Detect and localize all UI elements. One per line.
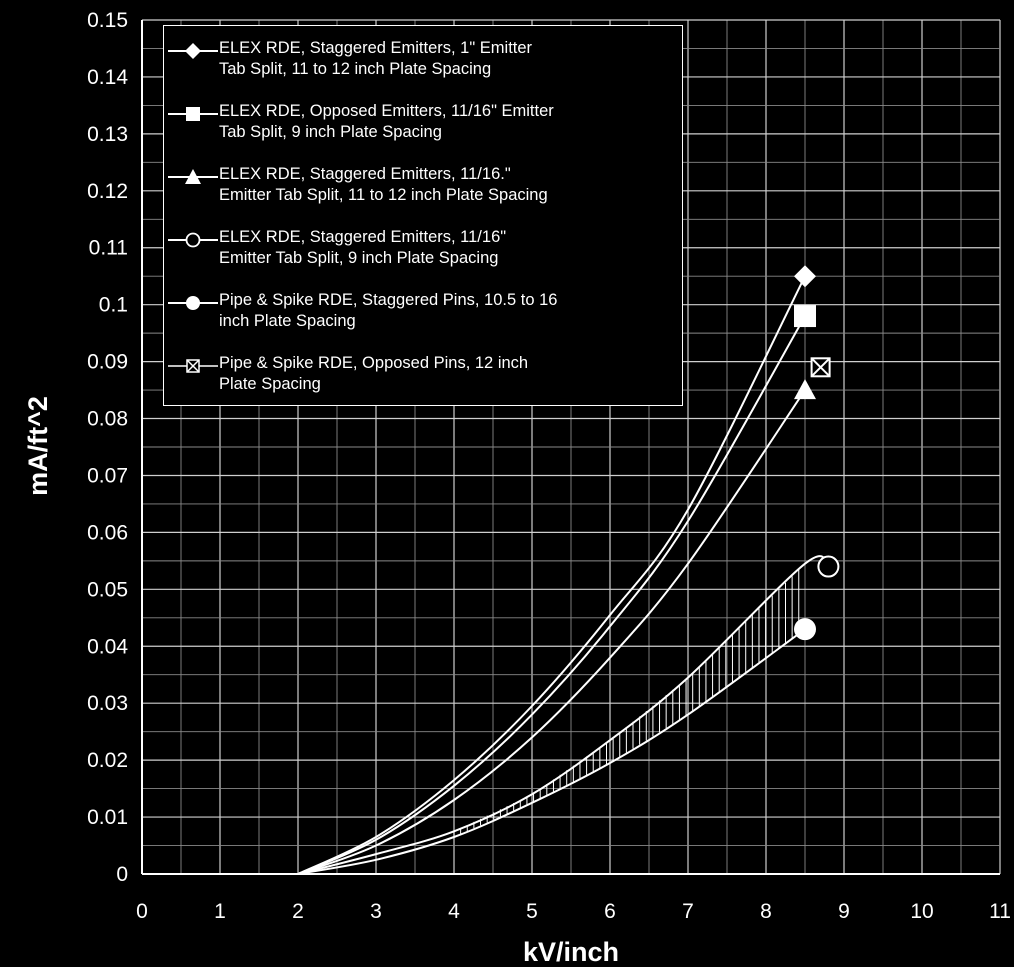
- open-circle-marker: [817, 555, 840, 578]
- x-tick-label: 7: [682, 900, 694, 923]
- legend-label: ELEX RDE, Staggered Emitters, 1" Emitter…: [219, 39, 533, 78]
- x-tick-label: 4: [448, 900, 460, 923]
- series-line: [297, 389, 806, 875]
- x-tick-label: 10: [910, 900, 933, 923]
- x-tick-label: 5: [526, 900, 538, 923]
- series-markers: [794, 265, 840, 641]
- y-tick-label: 0.12: [87, 180, 128, 203]
- legend-square-icon: [168, 107, 218, 121]
- y-tick-label: 0.01: [87, 806, 128, 829]
- y-tick-label: 0.07: [87, 464, 128, 487]
- square-marker: [794, 305, 816, 328]
- legend-label: ELEX RDE, Staggered Emitters, 11/16" Emi…: [219, 228, 507, 267]
- x-tick-label: 6: [604, 900, 616, 923]
- legend: ELEX RDE, Staggered Emitters, 1" Emitter…: [163, 25, 683, 406]
- y-tick-label: 0.11: [89, 237, 128, 260]
- x-tick-label: 3: [370, 900, 382, 923]
- axes: [141, 20, 1000, 875]
- x-tick-label: 8: [760, 900, 772, 923]
- y-tick-label: 0.13: [87, 123, 128, 146]
- y-tick-label: 0: [116, 863, 128, 886]
- y-tick-label: 0.1: [99, 294, 128, 317]
- y-tick-label: 0.03: [87, 692, 128, 715]
- legend-diamond-icon: [168, 43, 218, 59]
- x-tick-labels: 0 1 2 3 4 5 6 7 8 9 10 11: [136, 900, 1011, 923]
- y-tick-label: 0.08: [87, 408, 128, 431]
- x-tick-label: 1: [214, 900, 226, 923]
- y-tick-label: 0.05: [87, 578, 128, 601]
- series-lines: [297, 275, 830, 875]
- y-axis-title: mA/ft^2: [23, 396, 53, 496]
- legend-label: Pipe & Spike RDE, Opposed Pins, 12 inch …: [219, 354, 529, 393]
- legend-item: Pipe & Spike RDE, Opposed Pins, 12 inch …: [164, 353, 684, 405]
- legend-item: ELEX RDE, Opposed Emitters, 11/16" Emitt…: [164, 101, 684, 153]
- series-line: [297, 628, 806, 875]
- y-tick-label: 0.15: [87, 9, 128, 32]
- y-tick-label: 0.09: [87, 351, 128, 374]
- y-tick-label: 0.02: [87, 749, 128, 772]
- x-tick-label: 11: [989, 900, 1011, 923]
- legend-item: ELEX RDE, Staggered Emitters, 11/16" Emi…: [164, 227, 684, 279]
- legend-filled-circle-icon: [168, 296, 218, 310]
- y-tick-label: 0.14: [87, 66, 128, 89]
- legend-item: ELEX RDE, Staggered Emitters, 11/16." Em…: [164, 164, 684, 216]
- crossed-square-marker: [810, 357, 831, 378]
- filled-circle-marker: [794, 618, 816, 641]
- x-tick-label: 0: [136, 900, 148, 923]
- x-tick-label: 9: [838, 900, 850, 923]
- y-tick-label: 0.06: [87, 521, 128, 544]
- series-line: [297, 315, 806, 875]
- legend-label: ELEX RDE, Staggered Emitters, 11/16." Em…: [219, 165, 548, 204]
- legend-item: ELEX RDE, Staggered Emitters, 1" Emitter…: [164, 38, 684, 90]
- diamond-marker: [794, 265, 816, 288]
- y-tick-labels: 0 0.01 0.02 0.03 0.04 0.05 0.06 0.07 0.08 0.09 0.1…: [87, 9, 128, 886]
- legend-open-circle-icon: [168, 232, 218, 248]
- x-axis-title: kV/inch: [523, 937, 619, 967]
- legend-label: ELEX RDE, Opposed Emitters, 11/16" Emitt…: [219, 102, 554, 141]
- hatched-band: [453, 569, 800, 837]
- legend-triangle-icon: [168, 169, 218, 184]
- series-line: [297, 555, 830, 875]
- y-tick-label: 0.04: [87, 635, 128, 658]
- legend-crossed-square-icon: [168, 359, 218, 373]
- legend-item: Pipe & Spike RDE, Staggered Pins, 10.5 t…: [164, 290, 684, 342]
- triangle-marker: [794, 379, 816, 400]
- x-tick-label: 2: [292, 900, 304, 923]
- legend-label: Pipe & Spike RDE, Staggered Pins, 10.5 t…: [219, 291, 558, 330]
- series-line: [297, 275, 806, 875]
